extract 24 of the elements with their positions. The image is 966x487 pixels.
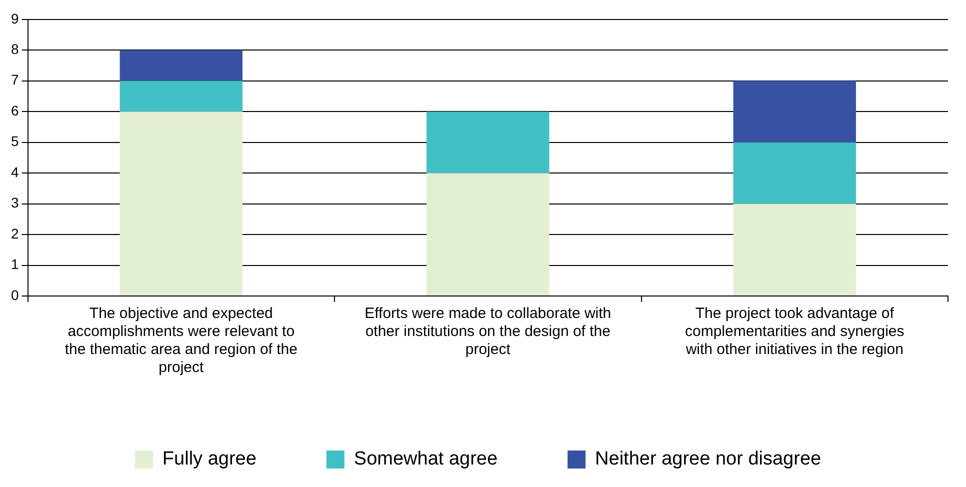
bar xyxy=(426,173,550,296)
y-tick-label: 7 xyxy=(10,72,19,88)
y-tick-label: 0 xyxy=(10,286,19,303)
legend-label: Fully agree xyxy=(162,448,256,470)
bar xyxy=(120,112,243,296)
bar xyxy=(120,50,243,81)
x-tick-label: The objective and expected accomplishments were relevant to the thematic area and region of the project xyxy=(64,305,298,376)
y-tick-label: 4 xyxy=(10,164,19,180)
bar xyxy=(733,204,856,296)
y-tick-label: 9 xyxy=(10,10,19,26)
legend-label: Neither agree nor disagree xyxy=(595,448,822,470)
y-tick-label: 6 xyxy=(10,102,19,118)
legend-label: Somewhat agree xyxy=(354,448,498,470)
x-tick-label: The project took advantage of complementarities and synergies with other initiatives in the region xyxy=(684,305,904,358)
x-tick-label: Efforts were made to collaborate with other institutions on the design of the project xyxy=(364,305,612,358)
bar xyxy=(120,80,243,112)
y-tick-label: 8 xyxy=(10,40,19,57)
y-tick-label: 5 xyxy=(10,133,19,150)
y-tick-label: 1 xyxy=(10,256,19,272)
y-tick-label: 3 xyxy=(10,194,19,211)
y-tick-label: 2 xyxy=(10,225,19,242)
bar xyxy=(733,80,856,142)
bar xyxy=(733,142,856,204)
bar xyxy=(426,112,550,174)
